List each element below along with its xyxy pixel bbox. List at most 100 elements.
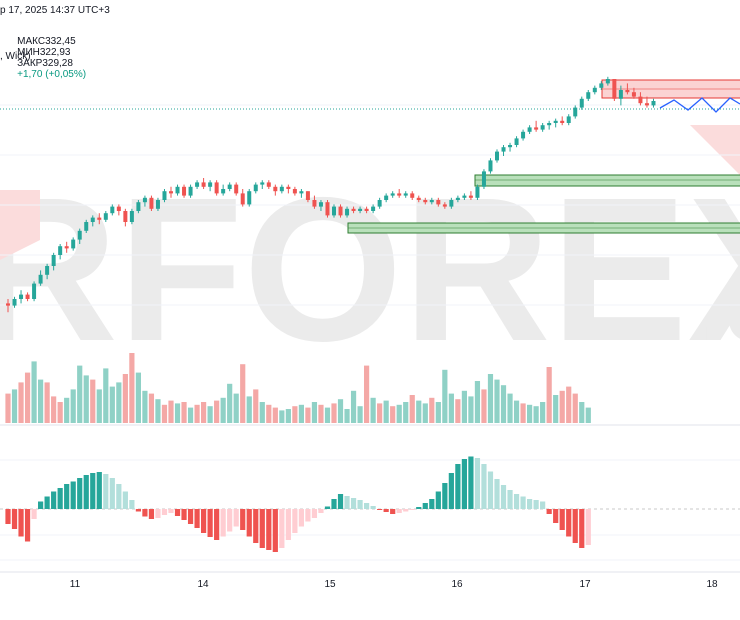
macd-bar [403, 509, 409, 512]
macd-bar [442, 483, 448, 509]
volume-bar [331, 403, 337, 423]
macd-bar [64, 484, 70, 509]
candle [397, 189, 402, 198]
candle [45, 263, 50, 280]
macd-bar [57, 488, 63, 509]
candle [58, 244, 63, 260]
x-tick-label: 16 [451, 579, 463, 590]
candle [651, 98, 656, 108]
volume-bar [403, 402, 409, 423]
macd-bar [272, 509, 278, 552]
macd-bar [468, 456, 474, 509]
volume-bar [487, 374, 494, 423]
macd-bar [481, 464, 487, 509]
candle [423, 197, 428, 205]
candle [286, 184, 291, 194]
candle [97, 213, 102, 225]
macd-bar [500, 485, 507, 509]
candle [358, 206, 363, 214]
volume-bar [194, 404, 200, 423]
volume-bar [181, 402, 187, 423]
candle [560, 116, 565, 126]
volume-bar [5, 393, 11, 423]
macd-bar [24, 509, 31, 542]
volume-bar [253, 389, 259, 423]
macd-bar [181, 509, 187, 520]
volume-bar [513, 400, 520, 423]
projection-line [659, 97, 740, 113]
volume-bar [24, 372, 31, 423]
candle [195, 180, 200, 189]
candles-layer [6, 76, 656, 313]
candle [169, 186, 173, 198]
volume-bar [429, 397, 435, 423]
volume-bar [187, 407, 194, 423]
chart-header: р 17, 2025 14:37 UTC+3 МАКС332,45 МИН322… [0, 0, 740, 80]
candle [345, 206, 350, 218]
volume-bar [220, 397, 226, 423]
candle [266, 180, 271, 189]
candle [521, 129, 526, 141]
candle [436, 197, 441, 207]
candle [136, 200, 141, 214]
macd-layer [5, 456, 591, 552]
macd-bar [533, 500, 539, 509]
volume-bar [500, 385, 507, 423]
volume-bar [279, 410, 285, 423]
macd-bar [383, 509, 389, 512]
candle [149, 195, 154, 211]
macd-bar [377, 509, 383, 510]
macd-bar [253, 509, 259, 543]
volume-bar [44, 382, 50, 423]
volume-bar [122, 374, 128, 423]
macd-bar [214, 509, 220, 540]
watermark: RFOREX .c [0, 125, 740, 384]
macd-bar [201, 509, 207, 533]
macd-bar [396, 509, 402, 513]
macd-bar [520, 496, 526, 509]
candle [273, 184, 278, 196]
candle [488, 158, 493, 174]
macd-bar [553, 509, 559, 523]
candle [566, 114, 571, 126]
macd-bar [285, 509, 291, 540]
macd-bar [540, 501, 546, 509]
ohlc-line: МАКС332,45 МИН322,93 ЗАКР329,28 +1,70 (+… [6, 25, 86, 91]
date-line: р 17, 2025 14:37 UTC+3 [0, 5, 110, 16]
candle [592, 85, 597, 95]
macd-bar [194, 509, 200, 528]
candle [64, 241, 69, 253]
macd-bar [83, 475, 89, 509]
ohlc-change: +1,70 (+0,05%) [17, 69, 87, 80]
volume-bar [527, 404, 533, 423]
candle [377, 197, 382, 209]
candle [155, 197, 160, 211]
volume-bar [422, 403, 428, 423]
volume-bar [168, 400, 174, 423]
volume-bar [96, 389, 102, 423]
candle [475, 184, 480, 200]
macd-bar [109, 478, 115, 509]
macd-bar [474, 458, 481, 509]
volume-bar [285, 409, 291, 423]
macd-bar [44, 496, 50, 509]
macd-bar [240, 509, 246, 530]
candle [332, 204, 336, 218]
indicator-line: , Wick) [0, 51, 31, 62]
volume-bar [142, 390, 148, 423]
macd-bar [494, 479, 500, 509]
candle [214, 180, 219, 196]
macd-bar [148, 509, 155, 519]
macd-bar [233, 509, 239, 527]
candle [279, 184, 284, 194]
volume-bar [70, 389, 76, 423]
volume-bar [227, 383, 233, 423]
volume-bar [57, 402, 63, 423]
watermark-arrow-icon [690, 125, 740, 175]
macd-bar [337, 494, 344, 509]
candle [540, 123, 545, 132]
candle [403, 191, 408, 198]
macd-bar [90, 473, 96, 509]
macd-bar [298, 509, 304, 527]
